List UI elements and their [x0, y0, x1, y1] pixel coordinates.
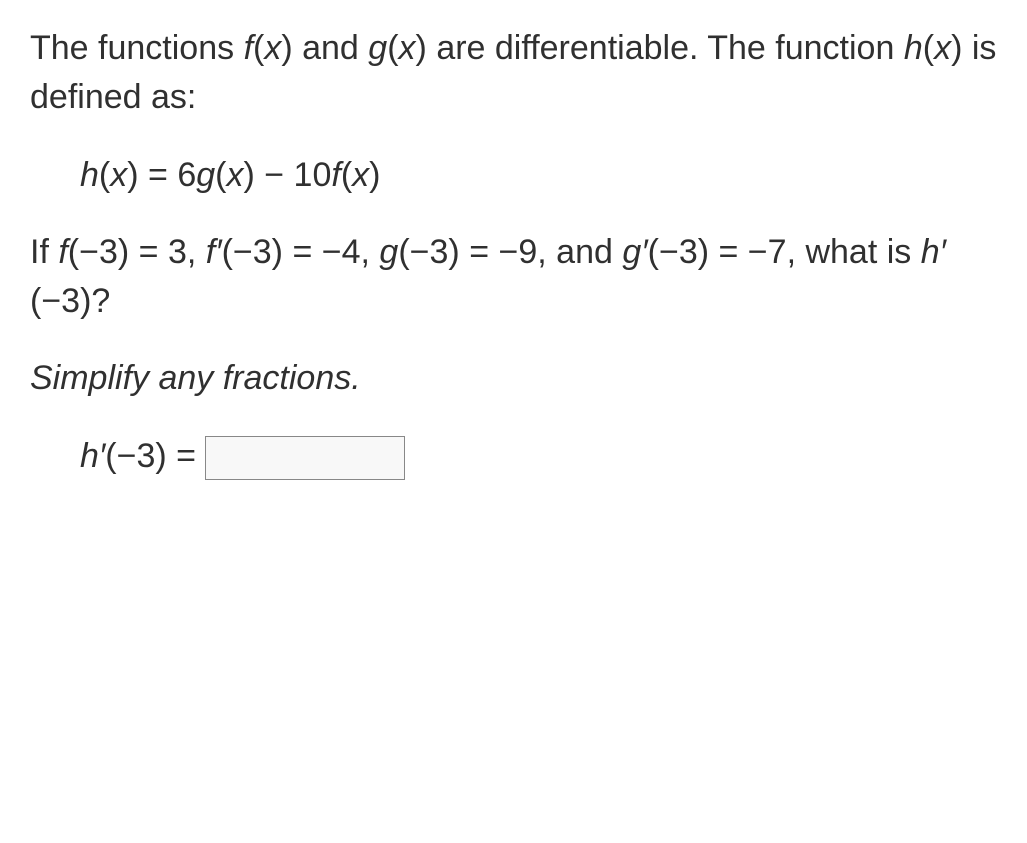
simplify-instruction: Simplify any fractions. [30, 354, 997, 403]
answer-row: h′(−3) = [30, 432, 997, 481]
problem-intro: The functions f(x) and g(x) are differen… [30, 24, 997, 123]
answer-label: h′(−3) = [80, 437, 196, 475]
function-definition: h(x) = 6g(x) − 10f(x) [30, 151, 997, 200]
given-values-question: If f(−3) = 3, f′(−3) = −4, g(−3) = −9, a… [30, 228, 997, 327]
answer-input[interactable] [205, 436, 405, 480]
